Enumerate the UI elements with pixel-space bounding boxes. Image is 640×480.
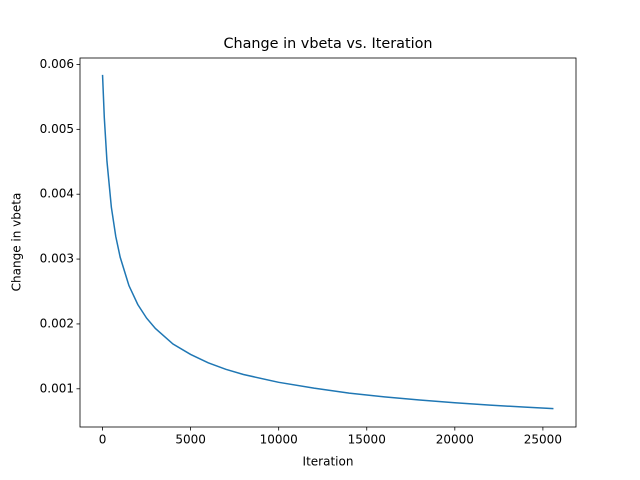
x-tick-label: 5000 <box>175 433 206 447</box>
y-tick-label: 0.006 <box>40 57 74 71</box>
x-tick-label: 10000 <box>260 433 298 447</box>
data-line <box>101 74 554 410</box>
y-tick-label: 0.004 <box>40 187 74 201</box>
chart-title: Change in vbeta vs. Iteration <box>223 36 432 52</box>
y-tick-label: 0.003 <box>40 252 74 266</box>
x-tick-label: 0 <box>99 433 107 447</box>
y-tick-label: 0.002 <box>40 316 74 330</box>
x-tick-label: 15000 <box>348 433 386 447</box>
x-axis-label: Iteration <box>303 455 354 469</box>
x-tick-label: 25000 <box>524 433 562 447</box>
plot-frame <box>79 57 577 428</box>
x-tick-label: 20000 <box>436 433 474 447</box>
y-tick-label: 0.005 <box>40 122 74 136</box>
y-tick-label: 0.001 <box>40 381 74 395</box>
y-axis-label: Change in vbeta <box>10 193 24 292</box>
